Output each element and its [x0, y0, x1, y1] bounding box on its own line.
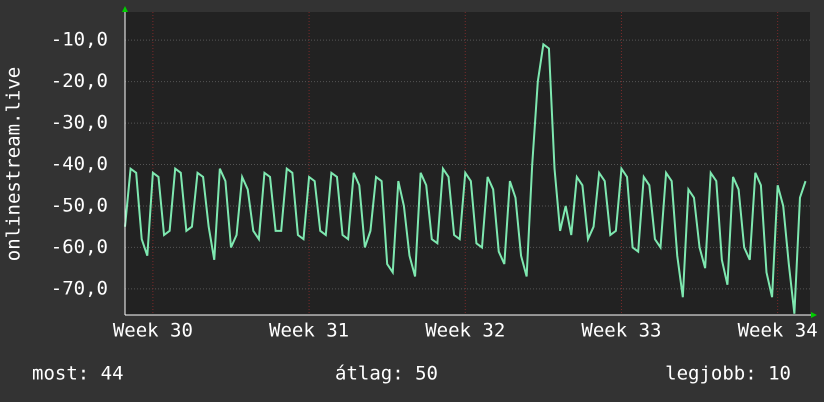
- y-tick-label: -50,0: [51, 194, 108, 216]
- y-tick-label: -30,0: [51, 112, 108, 134]
- grid: [125, 12, 810, 315]
- y-tick-label: -40,0: [51, 153, 108, 175]
- y-tick-label: -70,0: [51, 277, 108, 299]
- stat-current: most: 44: [32, 363, 124, 385]
- x-tick-label: Week 32: [425, 320, 505, 342]
- y-axis-label: onlinestream.live: [3, 67, 25, 261]
- data-line: [124, 42, 807, 314]
- stat-average: átlag: 50: [335, 363, 438, 385]
- x-tick-label: Week 31: [269, 320, 349, 342]
- stat-best: legjobb: 10: [665, 363, 791, 385]
- x-tick-label: Week 34: [738, 320, 818, 342]
- y-tick-label: -10,0: [51, 29, 108, 51]
- x-tick-label: Week 33: [581, 320, 661, 342]
- axis-arrow: [811, 312, 817, 318]
- x-tick-label: Week 30: [113, 320, 193, 342]
- y-tick-label: -20,0: [51, 70, 108, 92]
- y-tick-label: -60,0: [51, 236, 108, 258]
- plot-area: [125, 12, 810, 315]
- axis-arrow: [122, 6, 128, 12]
- marks: [124, 42, 807, 314]
